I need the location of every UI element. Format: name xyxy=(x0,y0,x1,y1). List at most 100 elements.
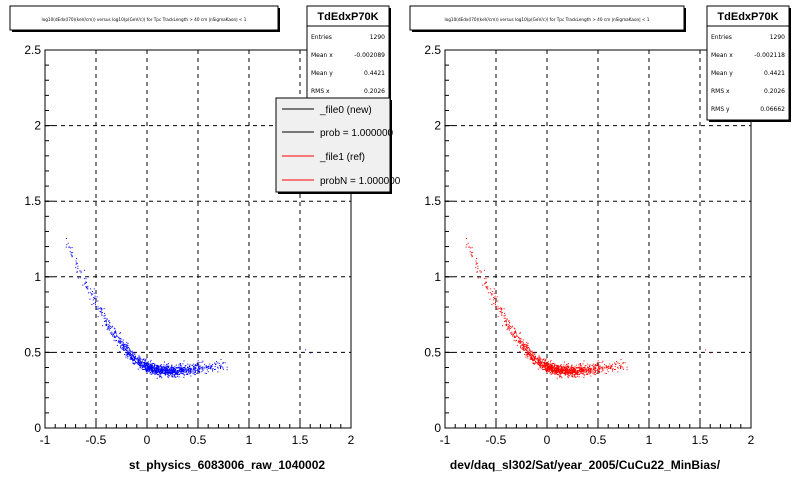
scatter-point xyxy=(555,370,556,372)
scatter-point xyxy=(516,344,518,346)
scatter-point xyxy=(588,373,590,375)
left-y-ticks: 00.511.522.5 xyxy=(24,43,53,435)
scatter-point xyxy=(547,370,549,372)
scatter-point xyxy=(132,355,134,357)
scatter-point xyxy=(170,373,172,375)
scatter-point xyxy=(199,372,201,374)
scatter-point xyxy=(538,361,540,363)
scatter-point xyxy=(127,343,129,344)
scatter-point xyxy=(577,372,579,374)
scatter-point xyxy=(163,364,165,366)
scatter-point xyxy=(100,311,102,313)
scatter-point xyxy=(483,278,485,280)
scatter-point xyxy=(165,371,166,373)
scatter-point xyxy=(140,362,142,364)
scatter-point xyxy=(592,371,594,373)
scatter-point xyxy=(546,365,548,367)
scatter-point xyxy=(532,355,534,357)
scatter-point xyxy=(471,247,473,249)
scatter-point xyxy=(138,360,139,362)
scatter-point xyxy=(527,343,529,344)
scatter-point xyxy=(214,366,216,368)
scatter-point xyxy=(146,362,148,364)
scatter-point xyxy=(554,371,556,373)
scatter-point xyxy=(132,351,133,353)
scatter-point xyxy=(576,374,578,375)
scatter-point xyxy=(548,370,550,372)
scatter-point xyxy=(626,366,628,368)
scatter-point xyxy=(585,369,587,371)
scatter-point xyxy=(156,366,158,368)
scatter-point xyxy=(189,365,190,367)
scatter-point xyxy=(475,263,477,265)
scatter-point xyxy=(599,371,600,372)
scatter-point xyxy=(620,364,622,366)
scatter-point xyxy=(580,370,582,372)
scatter-point xyxy=(531,358,533,360)
scatter-point xyxy=(494,302,496,304)
scatter-point xyxy=(565,365,567,367)
scatter-point xyxy=(165,373,167,375)
scatter-point xyxy=(622,362,624,364)
scatter-point xyxy=(154,364,156,366)
scatter-point xyxy=(558,375,560,377)
scatter-point xyxy=(139,362,141,364)
scatter-point xyxy=(560,364,562,366)
scatter-point xyxy=(168,366,170,368)
scatter-point xyxy=(193,369,195,371)
scatter-point xyxy=(173,372,175,374)
scatter-point xyxy=(141,362,143,363)
scatter-point xyxy=(554,372,556,374)
scatter-point xyxy=(561,369,563,370)
scatter-point xyxy=(220,366,222,368)
scatter-point xyxy=(531,358,533,360)
scatter-point xyxy=(540,358,542,360)
scatter-point xyxy=(182,369,184,371)
scatter-point xyxy=(549,369,551,371)
scatter-point xyxy=(589,365,590,367)
scatter-point xyxy=(195,364,196,366)
scatter-point xyxy=(521,341,523,343)
scatter-point xyxy=(583,371,585,373)
scatter-point xyxy=(556,377,558,379)
right-stats-label: RMS y xyxy=(711,106,730,113)
scatter-point xyxy=(149,370,151,372)
scatter-point xyxy=(128,353,130,355)
scatter-point xyxy=(182,371,184,373)
scatter-point xyxy=(537,362,539,364)
scatter-point xyxy=(134,352,136,354)
scatter-point xyxy=(559,371,560,373)
scatter-point xyxy=(574,366,576,368)
scatter-point xyxy=(157,367,159,369)
scatter-point xyxy=(137,364,139,366)
scatter-point xyxy=(472,252,474,254)
scatter-point xyxy=(554,365,556,366)
scatter-point xyxy=(115,336,117,338)
scatter-point xyxy=(147,361,149,363)
scatter-point xyxy=(606,366,608,368)
scatter-point xyxy=(561,366,563,368)
scatter-point xyxy=(475,266,477,268)
scatter-point xyxy=(134,354,136,355)
scatter-point xyxy=(171,371,173,373)
scatter-point xyxy=(173,368,175,369)
scatter-point xyxy=(197,368,199,370)
scatter-point xyxy=(149,369,151,371)
scatter-point xyxy=(109,325,111,327)
scatter-point xyxy=(157,369,159,371)
scatter-point xyxy=(123,346,125,348)
scatter-point xyxy=(113,333,115,335)
scatter-point xyxy=(577,370,579,372)
scatter-point xyxy=(145,369,147,371)
scatter-point xyxy=(571,376,573,378)
scatter-point xyxy=(152,363,154,365)
scatter-point xyxy=(154,371,156,373)
scatter-point xyxy=(527,350,529,352)
scatter-point xyxy=(533,363,534,365)
scatter-point xyxy=(590,368,592,370)
scatter-point xyxy=(522,343,524,345)
scatter-point xyxy=(539,362,541,364)
scatter-point xyxy=(523,344,525,346)
scatter-point xyxy=(163,366,165,368)
scatter-point xyxy=(572,367,574,369)
